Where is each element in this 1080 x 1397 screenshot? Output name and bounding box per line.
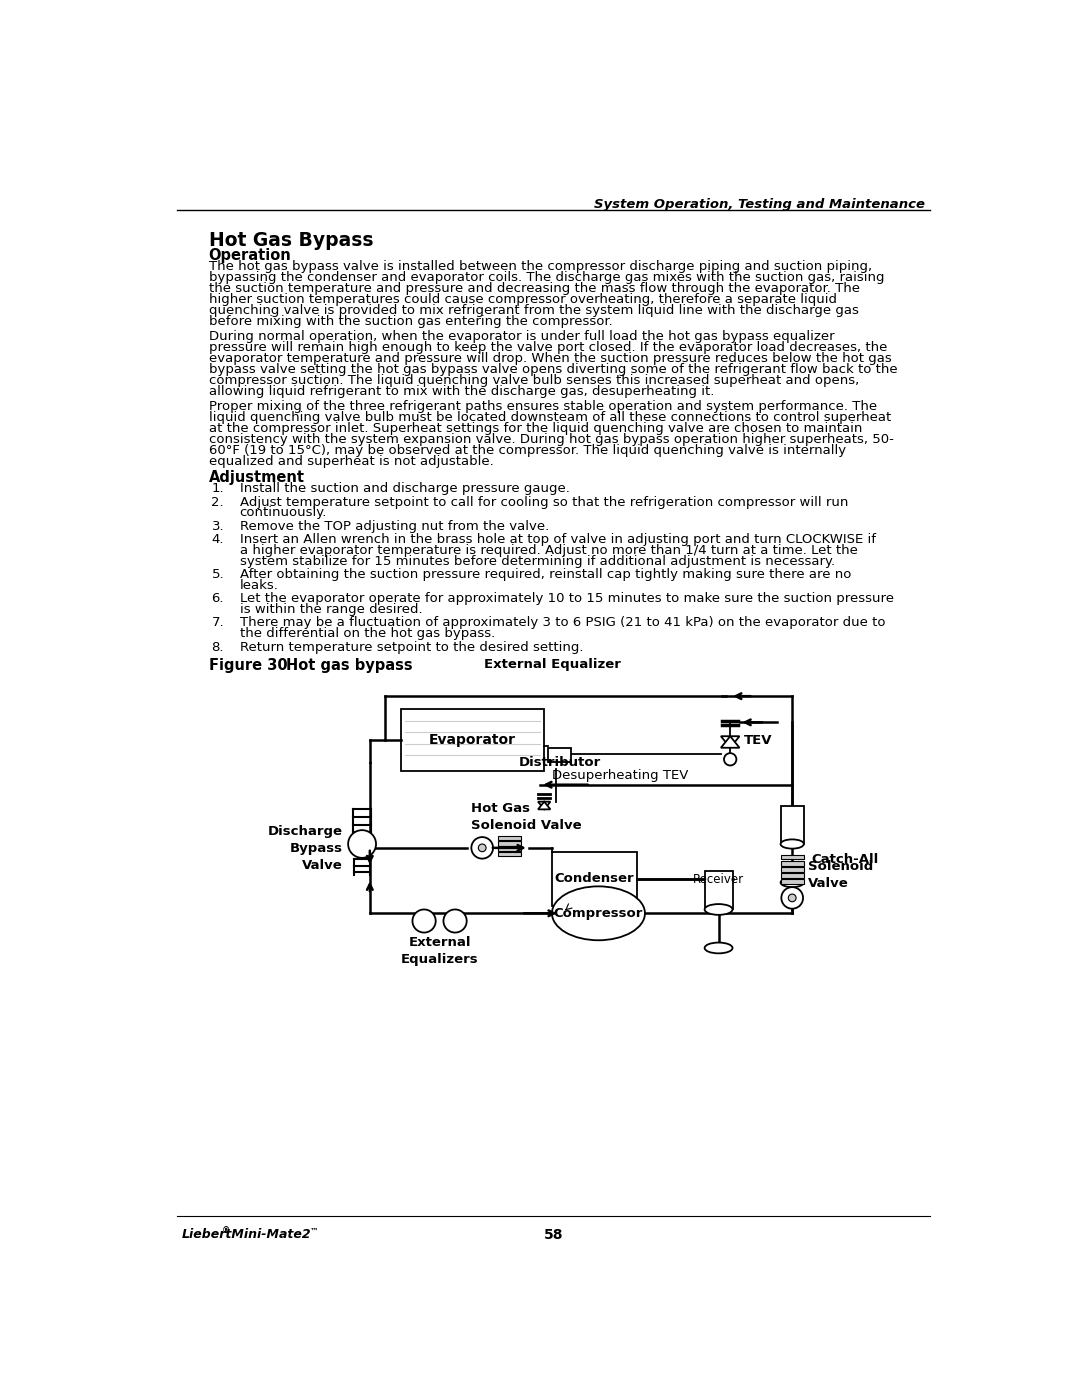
Ellipse shape xyxy=(781,840,804,848)
FancyBboxPatch shape xyxy=(498,835,521,840)
Text: 4.: 4. xyxy=(212,532,225,546)
Text: Proper mixing of the three refrigerant paths ensures stable operation and system: Proper mixing of the three refrigerant p… xyxy=(208,401,877,414)
Text: ™: ™ xyxy=(310,1227,319,1235)
Circle shape xyxy=(724,753,737,766)
FancyBboxPatch shape xyxy=(781,861,804,866)
FancyBboxPatch shape xyxy=(781,806,804,844)
FancyBboxPatch shape xyxy=(498,847,521,851)
Circle shape xyxy=(471,837,494,859)
Text: Let the evaporator operate for approximately 10 to 15 minutes to make sure the s: Let the evaporator operate for approxima… xyxy=(240,592,893,605)
Text: leaks.: leaks. xyxy=(240,578,279,592)
Text: Operation: Operation xyxy=(208,247,292,263)
Text: After obtaining the suction pressure required, reinstall cap tightly making sure: After obtaining the suction pressure req… xyxy=(240,569,851,581)
Circle shape xyxy=(444,909,467,933)
FancyBboxPatch shape xyxy=(704,870,732,909)
Polygon shape xyxy=(721,736,740,747)
Polygon shape xyxy=(721,736,740,747)
Text: consistency with the system expansion valve. During hot gas bypass operation hig: consistency with the system expansion va… xyxy=(208,433,893,446)
Text: Receiver: Receiver xyxy=(693,873,744,886)
Text: Evaporator: Evaporator xyxy=(429,733,516,747)
Text: 2.: 2. xyxy=(212,496,225,509)
Text: Liebert: Liebert xyxy=(181,1228,232,1241)
FancyBboxPatch shape xyxy=(781,873,804,877)
FancyBboxPatch shape xyxy=(498,841,521,845)
Text: 60°F (19 to 15°C), may be observed at the compressor. The liquid quenching valve: 60°F (19 to 15°C), may be observed at th… xyxy=(208,444,846,457)
Polygon shape xyxy=(538,802,551,809)
Text: Figure 30: Figure 30 xyxy=(208,658,287,673)
FancyBboxPatch shape xyxy=(781,855,804,859)
Text: system stabilize for 15 minutes before determining if additional adjustment is n: system stabilize for 15 minutes before d… xyxy=(240,555,835,567)
Ellipse shape xyxy=(704,904,732,915)
Text: Condenser: Condenser xyxy=(555,872,634,886)
Text: System Operation, Testing and Maintenance: System Operation, Testing and Maintenanc… xyxy=(594,198,926,211)
Circle shape xyxy=(781,887,804,908)
Text: at the compressor inlet. Superheat settings for the liquid quenching valve are c: at the compressor inlet. Superheat setti… xyxy=(208,422,862,436)
Text: During normal operation, when the evaporator is under full load the hot gas bypa: During normal operation, when the evapor… xyxy=(208,330,834,344)
Text: continuously.: continuously. xyxy=(240,507,327,520)
Text: Discharge
Bypass
Valve: Discharge Bypass Valve xyxy=(268,824,342,872)
FancyBboxPatch shape xyxy=(781,880,804,884)
Text: Adjustment: Adjustment xyxy=(208,469,305,485)
FancyBboxPatch shape xyxy=(401,710,544,771)
Text: 58: 58 xyxy=(543,1228,564,1242)
Text: Hot gas bypass: Hot gas bypass xyxy=(286,658,413,673)
Text: allowing liquid refrigerant to mix with the discharge gas, desuperheating it.: allowing liquid refrigerant to mix with … xyxy=(208,386,714,398)
Text: equalized and superheat is not adjustable.: equalized and superheat is not adjustabl… xyxy=(208,455,494,468)
Text: 8.: 8. xyxy=(212,641,225,654)
Circle shape xyxy=(788,894,796,901)
Text: Adjust temperature setpoint to call for cooling so that the refrigeration compre: Adjust temperature setpoint to call for … xyxy=(240,496,848,509)
Text: bypassing the condenser and evaporator coils. The discharge gas mixes with the s: bypassing the condenser and evaporator c… xyxy=(208,271,885,284)
Text: Mini-Mate2: Mini-Mate2 xyxy=(227,1228,311,1241)
Text: 3.: 3. xyxy=(212,520,225,532)
Polygon shape xyxy=(538,802,551,809)
Text: 5.: 5. xyxy=(212,569,225,581)
Circle shape xyxy=(413,909,435,933)
FancyBboxPatch shape xyxy=(498,852,521,856)
Text: The hot gas bypass valve is installed between the compressor discharge piping an: The hot gas bypass valve is installed be… xyxy=(208,260,872,272)
Text: the differential on the hot gas bypass.: the differential on the hot gas bypass. xyxy=(240,627,495,640)
Text: compressor suction. The liquid quenching valve bulb senses this increased superh: compressor suction. The liquid quenching… xyxy=(208,374,859,387)
Text: quenching valve is provided to mix refrigerant from the system liquid line with : quenching valve is provided to mix refri… xyxy=(208,303,859,317)
FancyBboxPatch shape xyxy=(781,868,804,872)
Text: liquid quenching valve bulb must be located downsteam of all these connections t: liquid quenching valve bulb must be loca… xyxy=(208,412,891,425)
Circle shape xyxy=(348,830,376,858)
Text: higher suction temperatures could cause compressor overheating, therefore a sepa: higher suction temperatures could cause … xyxy=(208,293,837,306)
Text: External
Equalizers: External Equalizers xyxy=(401,936,478,967)
Circle shape xyxy=(478,844,486,852)
Text: pressure will remain high enough to keep the valve port closed. If the evaporato: pressure will remain high enough to keep… xyxy=(208,341,887,355)
Text: Hot Gas
Solenoid Valve: Hot Gas Solenoid Valve xyxy=(471,802,581,833)
FancyBboxPatch shape xyxy=(548,747,571,761)
Text: Solenoid
Valve: Solenoid Valve xyxy=(808,859,873,890)
Ellipse shape xyxy=(552,886,645,940)
Text: a higher evaporator temperature is required. Adjust no more than 1/4 turn at a t: a higher evaporator temperature is requi… xyxy=(240,543,858,557)
Text: the suction temperature and pressure and decreasing the mass flow through the ev: the suction temperature and pressure and… xyxy=(208,282,860,295)
Text: ®: ® xyxy=(221,1227,230,1235)
FancyBboxPatch shape xyxy=(552,852,637,905)
Text: before mixing with the suction gas entering the compressor.: before mixing with the suction gas enter… xyxy=(208,314,612,328)
Text: Return temperature setpoint to the desired setting.: Return temperature setpoint to the desir… xyxy=(240,641,583,654)
Text: External Equalizer: External Equalizer xyxy=(484,658,620,671)
Text: Catch-All: Catch-All xyxy=(811,854,879,866)
Text: bypass valve setting the hot gas bypass valve opens diverting some of the refrig: bypass valve setting the hot gas bypass … xyxy=(208,363,897,376)
Text: Remove the TOP adjusting nut from the valve.: Remove the TOP adjusting nut from the va… xyxy=(240,520,549,532)
Text: 6.: 6. xyxy=(212,592,225,605)
Text: Install the suction and discharge pressure gauge.: Install the suction and discharge pressu… xyxy=(240,482,569,496)
Text: Desuperheating TEV: Desuperheating TEV xyxy=(552,770,688,782)
Text: is within the range desired.: is within the range desired. xyxy=(240,604,422,616)
Text: There may be a fluctuation of approximately 3 to 6 PSIG (21 to 41 kPa) on the ev: There may be a fluctuation of approximat… xyxy=(240,616,886,630)
Text: Hot Gas Bypass: Hot Gas Bypass xyxy=(208,231,373,250)
Text: 1.: 1. xyxy=(212,482,225,496)
Ellipse shape xyxy=(704,943,732,953)
Text: 7.: 7. xyxy=(212,616,225,630)
Ellipse shape xyxy=(781,877,804,887)
Text: TEV: TEV xyxy=(744,733,772,746)
Text: Distributor: Distributor xyxy=(518,756,600,770)
Text: Compressor: Compressor xyxy=(554,907,643,919)
Text: evaporator temperature and pressure will drop. When the suction pressure reduces: evaporator temperature and pressure will… xyxy=(208,352,891,365)
Text: Insert an Allen wrench in the brass hole at top of valve in adjusting port and t: Insert an Allen wrench in the brass hole… xyxy=(240,532,876,546)
